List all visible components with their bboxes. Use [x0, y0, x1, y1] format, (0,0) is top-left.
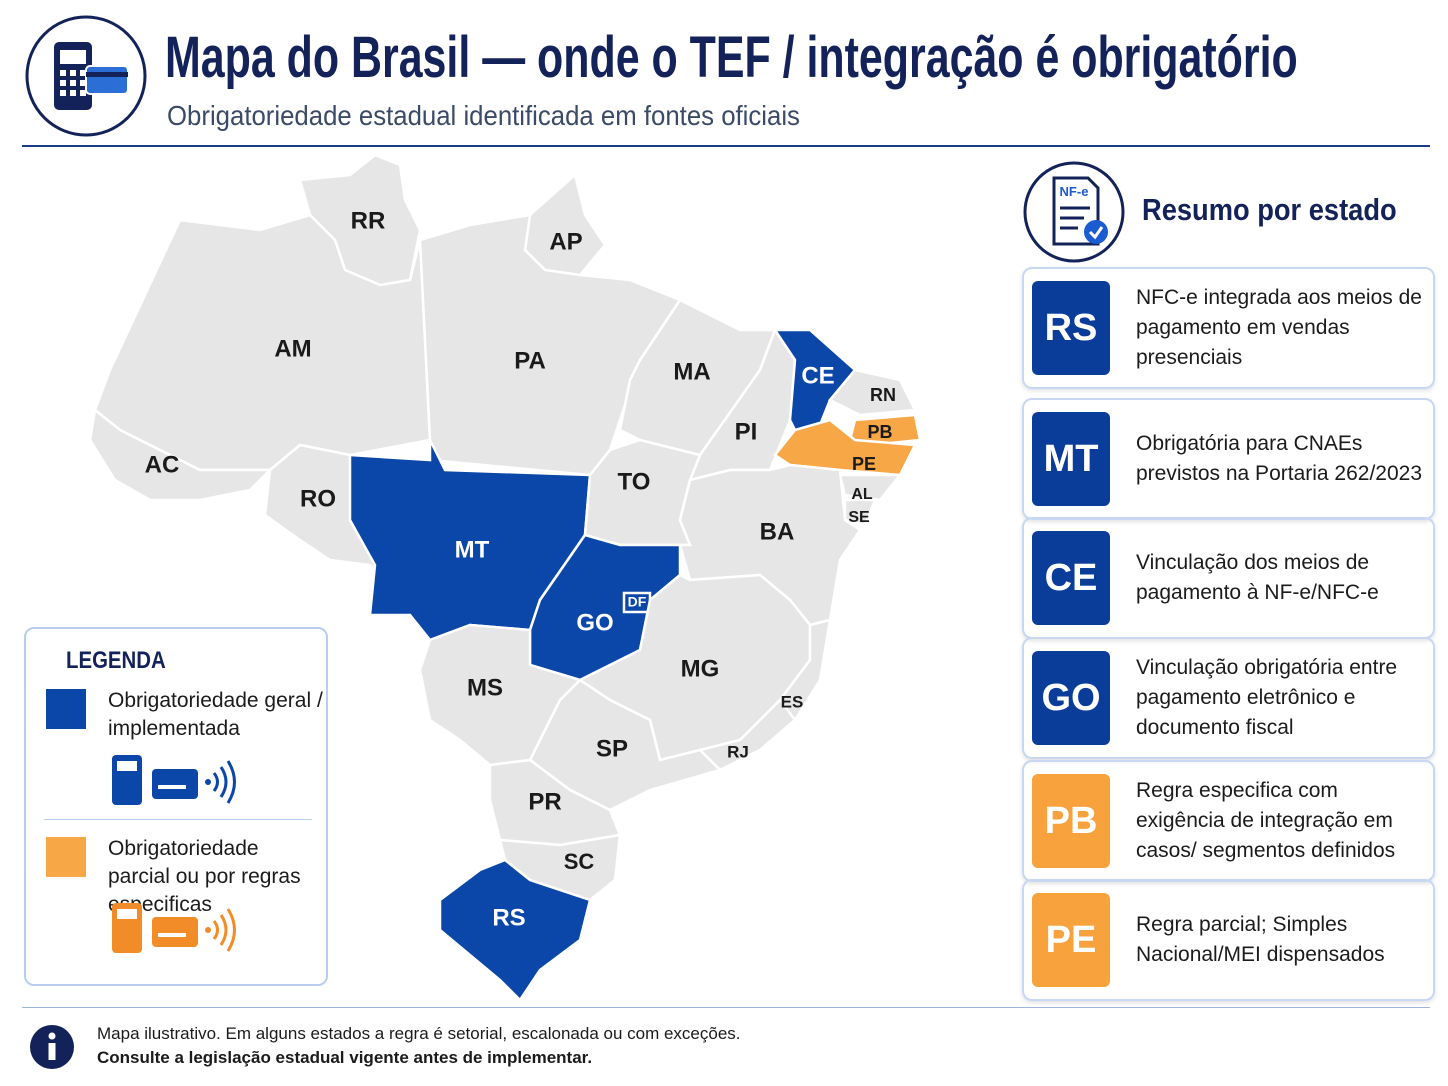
- state-shape: [418, 623, 583, 767]
- title: Mapa do Brasil — onde o TEF / integração…: [165, 25, 1298, 90]
- state-label: RR: [351, 207, 386, 234]
- state-label: AP: [549, 228, 582, 255]
- state-shape: [838, 473, 903, 502]
- legend-label: Obrigatoriedade geral / implementada: [108, 689, 323, 740]
- state-label: AL: [851, 486, 873, 503]
- state-shape: [828, 368, 917, 417]
- legend-icons: [112, 755, 236, 805]
- map: RR AP AM PA AC RO MT MA PI CE RN PB PE AL SE TO BA GO DF MG…: [88, 153, 922, 1002]
- legend-swatch: [46, 689, 86, 729]
- legend-divider: [44, 819, 312, 820]
- state-label: MT: [455, 536, 490, 563]
- state-code: MT: [1032, 412, 1110, 506]
- footer-note: Mapa ilustrativo. Em alguns estados a re…: [97, 1024, 741, 1043]
- state-shape: [438, 858, 592, 1002]
- state-label: GO: [576, 609, 613, 636]
- state-label: DF: [628, 594, 647, 610]
- footer-rule: [22, 1007, 1430, 1008]
- state-label: AC: [145, 451, 180, 478]
- state-label: MS: [467, 674, 503, 701]
- summary-row: PE Regra parcial; Simples Nacional/MEI di…: [1022, 879, 1435, 1001]
- state-shape: [418, 213, 682, 477]
- legend: LEGENDA Obrigatoriedade geral / implemen…: [24, 627, 328, 986]
- legend-label: Obrigatoriedade parcial ou por regras es…: [108, 837, 301, 916]
- summary-row: GO Vinculação obrigatória entre pagamento…: [1022, 637, 1435, 759]
- legend-swatch: [46, 837, 86, 877]
- footer-emphasis: Consulte a legislação estadual vigente a…: [97, 1048, 593, 1067]
- subtitle: Obrigatoriedade estadual identificada em…: [167, 100, 800, 131]
- state-label: BA: [760, 518, 795, 545]
- summary-row: RS NFC-e integrada aos meios de pagamento…: [1022, 267, 1435, 389]
- state-description: NFC-e integrada aos meios de pagamento e…: [1136, 286, 1422, 369]
- summary-icon-label: NF-e: [1060, 184, 1089, 199]
- state-label: RS: [492, 904, 525, 931]
- state-description: Vinculação dos meios de pagamento à NF-e…: [1136, 551, 1379, 604]
- state-label: PI: [735, 418, 758, 445]
- state-label: TO: [618, 468, 651, 495]
- state-label: PE: [852, 454, 876, 474]
- state-label: ES: [781, 692, 804, 711]
- state-description: Regra parcial; Simples Nacional/MEI disp…: [1136, 913, 1385, 966]
- summary-icon: NF-e: [1023, 161, 1125, 263]
- legend-icons: [112, 903, 236, 953]
- state-label: CE: [801, 362, 834, 389]
- state-description: Obrigatória para CNAEs previstos na Port…: [1136, 432, 1423, 485]
- state-label: SE: [848, 509, 870, 526]
- state-label: RJ: [727, 742, 749, 761]
- state-code: GO: [1032, 651, 1110, 745]
- state-description: Regra especifica com exigência de integr…: [1136, 779, 1396, 862]
- legend-title: LEGENDA: [66, 647, 166, 674]
- state-label: PB: [867, 422, 892, 442]
- info-icon: [30, 1025, 74, 1069]
- summary-row: CE Vinculação dos meios de pagamento à NF…: [1022, 517, 1435, 639]
- state-label: PR: [528, 788, 561, 815]
- state-code: RS: [1032, 281, 1110, 375]
- summary-title: Resumo por estado: [1142, 192, 1397, 227]
- header-icon: [25, 15, 147, 137]
- state-label: AM: [274, 335, 311, 362]
- state-label: RN: [870, 385, 896, 405]
- state-description: Vinculação obrigatória entre pagamento e…: [1136, 656, 1398, 739]
- state-label: PA: [514, 347, 546, 374]
- state-code: CE: [1032, 531, 1110, 625]
- state-label: RO: [300, 485, 336, 512]
- summary-row: MT Obrigatória para CNAEs previstos na Po…: [1022, 398, 1435, 520]
- state-label: MG: [681, 655, 720, 682]
- state-code: PE: [1032, 893, 1110, 987]
- state-shape: [523, 172, 607, 277]
- summary-row: PB Regra especifica com exigência de inte…: [1022, 760, 1435, 882]
- state-label: SP: [596, 735, 628, 762]
- header-rule: [22, 145, 1430, 147]
- state-label: MA: [673, 358, 710, 385]
- state-label: SC: [564, 849, 595, 874]
- state-code: PB: [1032, 774, 1110, 868]
- state-shape: [88, 407, 274, 502]
